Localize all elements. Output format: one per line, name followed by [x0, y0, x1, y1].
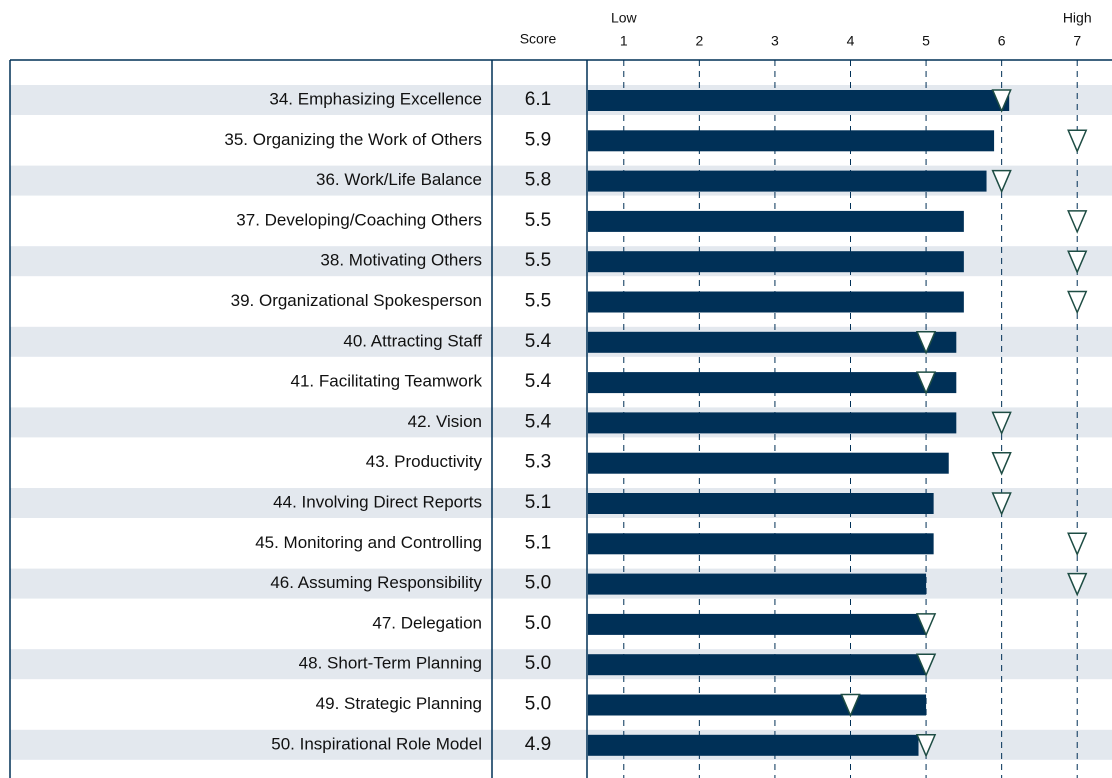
category-label: 43. Productivity: [366, 452, 483, 471]
row-band: [10, 729, 1112, 760]
x-tick-label: 5: [922, 33, 930, 49]
category-label: 38. Motivating Others: [320, 251, 482, 270]
x-tick-label: 7: [1073, 33, 1081, 49]
norm-marker: [991, 411, 1012, 436]
category-label: 50. Inspirational Role Model: [271, 734, 482, 753]
category-label: 44. Involving Direct Reports: [273, 492, 482, 511]
category-label: 40. Attracting Staff: [343, 331, 482, 350]
score-label: 5.4: [525, 371, 552, 392]
score-label: 4.9: [525, 734, 551, 755]
norm-marker: [1067, 210, 1088, 234]
category-label: 48. Short-Term Planning: [299, 654, 482, 673]
bar: [588, 613, 927, 635]
category-label: 35. Organizing the Work of Others: [224, 130, 482, 149]
norm-marker: [1067, 290, 1088, 315]
score-header: Score: [520, 31, 557, 47]
score-label: 5.5: [525, 291, 551, 312]
category-label: 47. Delegation: [372, 613, 482, 632]
row-band: [10, 488, 1112, 518]
axis-annotation: High: [1063, 10, 1092, 26]
category-label: 46. Assuming Responsibility: [270, 573, 482, 592]
norm-marker: [915, 613, 937, 637]
row-band: [10, 568, 1112, 599]
score-label: 5.4: [525, 331, 552, 352]
score-label: 6.1: [525, 89, 551, 110]
row-band: [10, 649, 1112, 680]
bar: [588, 573, 927, 595]
norm-marker: [840, 693, 861, 718]
bar: [588, 533, 934, 555]
axis-annotation: Low: [611, 10, 638, 26]
score-label: 5.5: [525, 250, 551, 271]
score-label: 5.4: [525, 411, 552, 432]
category-label: 41. Facilitating Teamwork: [291, 372, 483, 391]
bar: [588, 251, 964, 273]
category-label: 36. Work/Life Balance: [316, 170, 482, 189]
score-label: 5.9: [525, 129, 551, 150]
x-tick-label: 2: [695, 33, 703, 49]
score-label: 5.5: [525, 210, 551, 231]
score-label: 5.3: [525, 452, 551, 473]
category-label: 37. Developing/Coaching Others: [236, 210, 482, 229]
category-label: 42. Vision: [408, 412, 482, 431]
bar: [588, 493, 934, 514]
norm-marker: [991, 89, 1012, 113]
bar: [588, 130, 995, 152]
norm-marker: [991, 169, 1012, 194]
norm-marker: [915, 653, 937, 678]
x-tick-label: 6: [998, 33, 1006, 49]
norm-marker: [991, 492, 1012, 516]
score-label: 5.0: [525, 694, 551, 715]
bar: [588, 331, 957, 353]
bar: [588, 372, 957, 394]
bar: [588, 412, 957, 434]
norm-marker: [1067, 532, 1088, 557]
bar: [588, 170, 987, 192]
norm-marker: [1067, 129, 1088, 154]
category-label: 45. Monitoring and Controlling: [255, 533, 482, 552]
x-tick-label: 1: [620, 33, 628, 49]
score-label: 5.0: [525, 573, 551, 594]
bar: [588, 291, 964, 313]
bar: [588, 694, 927, 716]
x-tick-label: 4: [847, 33, 855, 49]
bar: [588, 452, 949, 474]
bar: [588, 734, 919, 756]
norm-marker: [915, 371, 937, 396]
norm-marker: [1067, 250, 1088, 275]
score-label: 5.0: [525, 613, 551, 634]
score-label: 5.1: [525, 492, 551, 513]
category-label: 39. Organizational Spokesperson: [231, 291, 482, 310]
score-label: 5.0: [525, 653, 551, 674]
bar: [588, 90, 1010, 111]
score-label: 5.1: [525, 532, 551, 553]
category-label: 34. Emphasizing Excellence: [269, 89, 482, 108]
norm-marker: [991, 451, 1012, 476]
score-label: 5.8: [525, 170, 551, 191]
norm-marker: [915, 734, 937, 758]
x-tick-label: 3: [771, 33, 779, 49]
category-label: 49. Strategic Planning: [316, 694, 482, 713]
norm-marker: [915, 331, 937, 355]
norm-marker: [1067, 572, 1088, 597]
bar: [588, 210, 964, 232]
bar: [588, 654, 927, 676]
